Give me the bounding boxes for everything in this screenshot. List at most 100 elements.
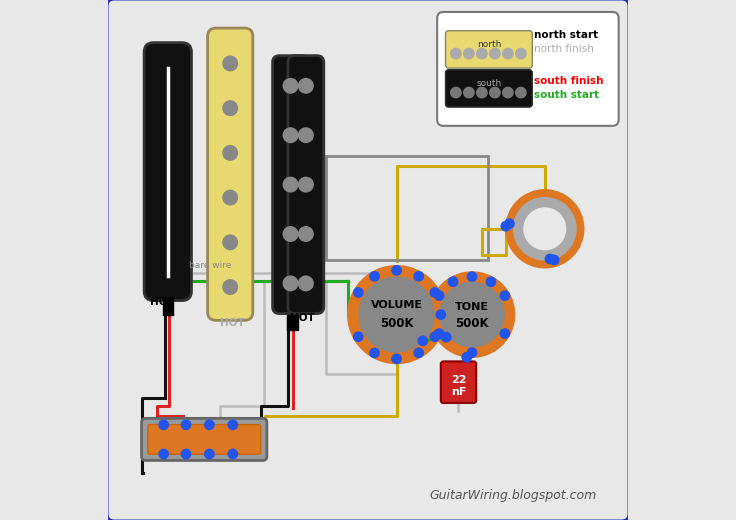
Text: GuitarWiring.blogspot.com: GuitarWiring.blogspot.com [430,489,597,502]
Text: VOLUME: VOLUME [371,300,422,310]
Circle shape [414,348,423,358]
Circle shape [353,288,363,297]
Circle shape [283,177,298,192]
Circle shape [434,291,444,301]
Circle shape [181,449,191,459]
FancyBboxPatch shape [445,31,532,68]
Circle shape [516,87,526,98]
Circle shape [159,449,169,459]
Circle shape [503,87,513,98]
Text: north: north [477,40,501,49]
Circle shape [299,177,313,192]
Text: HOT: HOT [149,297,174,307]
Circle shape [223,235,238,250]
Circle shape [477,87,487,98]
Circle shape [489,87,500,98]
Text: south finish: south finish [534,75,604,86]
Circle shape [353,332,363,342]
Circle shape [283,227,298,241]
FancyBboxPatch shape [148,424,261,454]
Circle shape [283,276,298,291]
Circle shape [159,420,169,430]
FancyBboxPatch shape [441,361,476,403]
Circle shape [500,291,509,301]
Circle shape [489,48,500,59]
Circle shape [299,276,313,291]
FancyBboxPatch shape [272,56,308,314]
Circle shape [442,332,451,342]
Text: south start: south start [534,89,600,100]
Circle shape [514,198,576,260]
Text: 500K: 500K [455,317,489,331]
Circle shape [369,271,379,281]
Circle shape [223,146,238,160]
Circle shape [283,128,298,142]
Circle shape [450,48,461,59]
Text: HOT: HOT [220,318,244,328]
Circle shape [464,48,474,59]
FancyBboxPatch shape [141,418,267,461]
Circle shape [464,87,474,98]
FancyBboxPatch shape [107,0,629,520]
Bar [326,156,487,260]
Circle shape [223,190,238,205]
Circle shape [205,449,214,459]
Text: north finish: north finish [534,44,594,55]
Circle shape [223,280,238,294]
Circle shape [486,277,495,287]
FancyBboxPatch shape [288,56,324,314]
Circle shape [228,449,238,459]
Circle shape [434,329,444,339]
Circle shape [516,48,526,59]
Circle shape [181,420,191,430]
Circle shape [501,222,511,231]
FancyBboxPatch shape [208,28,253,320]
Text: nF: nF [450,386,466,397]
Circle shape [431,288,439,297]
FancyBboxPatch shape [144,43,191,301]
Circle shape [467,272,477,281]
Circle shape [205,420,214,430]
Circle shape [431,332,439,342]
Circle shape [283,79,298,93]
Text: 22: 22 [450,374,466,385]
Text: TONE: TONE [455,302,489,312]
Circle shape [392,354,401,363]
Circle shape [299,79,313,93]
Circle shape [545,254,555,264]
Text: HOT: HOT [290,313,315,323]
Circle shape [524,208,565,250]
Circle shape [418,336,428,345]
FancyBboxPatch shape [437,12,619,126]
Circle shape [347,266,445,363]
Text: 500K: 500K [380,317,414,331]
Circle shape [299,128,313,142]
Text: bare wire: bare wire [188,262,231,270]
Circle shape [477,48,487,59]
Circle shape [223,56,238,71]
Circle shape [462,353,472,362]
Bar [287,315,298,330]
Circle shape [505,219,514,228]
Circle shape [506,190,584,268]
Bar [163,299,173,315]
Text: south: south [476,79,501,88]
Circle shape [450,87,461,98]
Circle shape [436,310,445,319]
Circle shape [503,48,513,59]
Circle shape [467,348,477,357]
Circle shape [500,329,509,339]
Circle shape [429,272,514,357]
Circle shape [414,271,423,281]
Circle shape [448,277,458,287]
Circle shape [550,255,559,265]
FancyBboxPatch shape [445,70,532,107]
Circle shape [392,266,401,275]
Circle shape [359,277,434,352]
Text: north start: north start [534,30,598,40]
Circle shape [369,348,379,358]
Circle shape [223,101,238,115]
Circle shape [439,282,504,347]
Circle shape [299,227,313,241]
Circle shape [228,420,238,430]
